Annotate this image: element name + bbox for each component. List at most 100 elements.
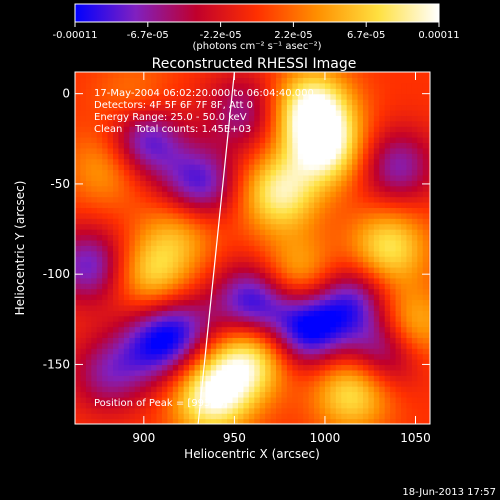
heatmap-cell (303, 218, 310, 225)
heatmap-cell (319, 342, 326, 349)
heatmap-cell (107, 191, 114, 198)
heatmap-cell (395, 207, 402, 214)
heatmap-cell (134, 174, 141, 181)
heatmap-cell (91, 153, 98, 160)
heatmap-cell (161, 326, 168, 333)
heatmap-cell (227, 180, 234, 187)
heatmap-cell (422, 375, 429, 382)
heatmap-cell (373, 196, 380, 203)
heatmap-cell (221, 207, 228, 214)
heatmap-cell (102, 229, 109, 236)
heatmap-cell (238, 88, 245, 95)
heatmap-cell (297, 256, 304, 263)
heatmap-cell (352, 283, 359, 290)
heatmap-cell (91, 413, 98, 420)
heatmap-cell (422, 331, 429, 338)
heatmap-cell (390, 353, 397, 360)
heatmap-cell (265, 153, 272, 160)
heatmap-cell (281, 353, 288, 360)
heatmap-cell (346, 239, 353, 246)
heatmap-cell (357, 142, 364, 149)
heatmap-cell (422, 294, 429, 301)
heatmap-cell (167, 407, 174, 414)
heatmap-cell (80, 359, 87, 366)
heatmap-cell (319, 299, 326, 306)
heatmap-cell (297, 223, 304, 230)
heatmap-cell (406, 218, 413, 225)
heatmap-cell (210, 174, 217, 181)
heatmap-cell (314, 93, 321, 100)
heatmap-cell (156, 261, 163, 268)
heatmap-cell (75, 304, 82, 311)
heatmap-cell (167, 239, 174, 246)
heatmap-cell (96, 331, 103, 338)
heatmap-cell (319, 207, 326, 214)
heatmap-cell (243, 93, 250, 100)
heatmap-cell (75, 207, 82, 214)
heatmap-cell (422, 131, 429, 138)
heatmap-cell (346, 218, 353, 225)
heatmap-cell (254, 136, 261, 143)
heatmap-cell (335, 369, 342, 376)
heatmap-cell (411, 223, 418, 230)
heatmap-cell (390, 321, 397, 328)
heatmap-cell (210, 326, 217, 333)
heatmap-cell (417, 229, 424, 236)
heatmap-cell (123, 82, 130, 89)
heatmap-cell (238, 266, 245, 273)
heatmap-cell (357, 266, 364, 273)
heatmap-cell (357, 229, 364, 236)
heatmap-cell (368, 272, 375, 279)
heatmap-cell (324, 299, 331, 306)
heatmap-cell (314, 88, 321, 95)
heatmap-cell (324, 359, 331, 366)
heatmap-cell (373, 93, 380, 100)
heatmap-cell (161, 174, 168, 181)
heatmap-cell (390, 196, 397, 203)
heatmap-cell (270, 93, 277, 100)
heatmap-cell (281, 218, 288, 225)
heatmap-cell (248, 174, 255, 181)
heatmap-cell (85, 164, 92, 171)
heatmap-cell (292, 407, 299, 414)
heatmap-cell (335, 185, 342, 192)
heatmap-cell (286, 218, 293, 225)
heatmap-cell (422, 93, 429, 100)
heatmap-cell (368, 245, 375, 252)
heatmap-cell (335, 380, 342, 387)
heatmap-cell (303, 261, 310, 268)
heatmap-cell (319, 88, 326, 95)
heatmap-cell (368, 180, 375, 187)
heatmap-cell (314, 201, 321, 208)
heatmap-cell (96, 126, 103, 133)
heatmap-cell (428, 396, 430, 403)
heatmap-cell (178, 180, 185, 187)
heatmap-cell (335, 234, 342, 241)
heatmap-cell (210, 331, 217, 338)
heatmap-cell (167, 169, 174, 176)
heatmap-cell (276, 196, 283, 203)
heatmap-cell (238, 321, 245, 328)
heatmap-cell (401, 375, 408, 382)
heatmap-cell (324, 396, 331, 403)
heatmap-cell (428, 337, 430, 344)
heatmap-cell (265, 158, 272, 165)
heatmap-cell (75, 239, 82, 246)
heatmap-cell (395, 164, 402, 171)
heatmap-cell (357, 321, 364, 328)
heatmap-cell (292, 261, 299, 268)
heatmap-cell (395, 196, 402, 203)
heatmap-cell (151, 93, 158, 100)
heatmap-cell (395, 218, 402, 225)
heatmap-cell (265, 174, 272, 181)
heatmap-cell (134, 299, 141, 306)
heatmap-cell (238, 294, 245, 301)
heatmap-cell (151, 364, 158, 371)
heatmap-cell (151, 283, 158, 290)
heatmap-cell (379, 331, 386, 338)
heatmap-cell (107, 391, 114, 398)
heatmap-cell (265, 147, 272, 154)
heatmap-cell (118, 185, 125, 192)
heatmap-cell (172, 266, 179, 273)
heatmap-cell (123, 147, 130, 154)
